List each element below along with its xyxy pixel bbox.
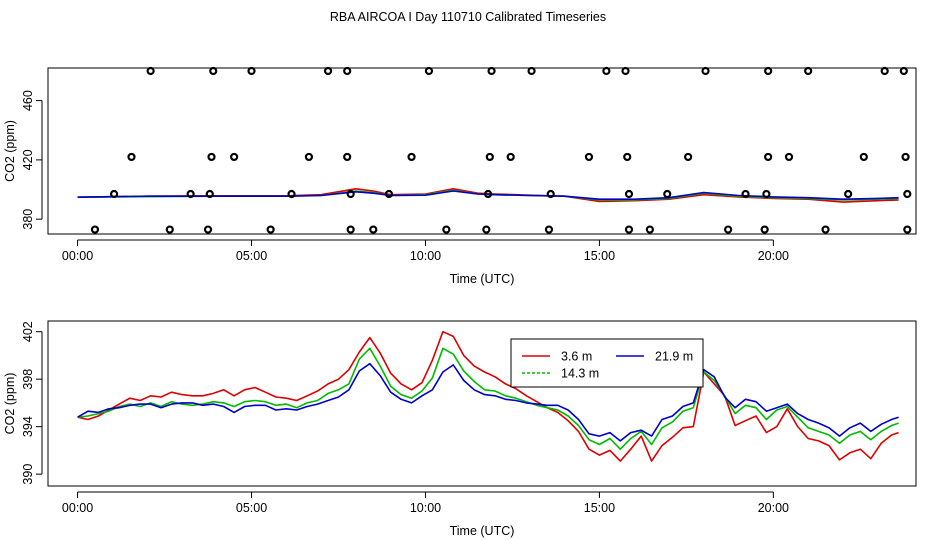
calibration-point bbox=[741, 189, 750, 199]
calibration-point bbox=[760, 225, 769, 234]
calibration-point bbox=[821, 225, 830, 234]
series-line-143m bbox=[77, 347, 899, 451]
calibration-point bbox=[901, 152, 910, 162]
x-tick-label: 10:00 bbox=[410, 249, 441, 263]
y-tick-label: 420 bbox=[21, 149, 35, 170]
legend: 3.6 m 14.3 m 21.9 m bbox=[510, 338, 704, 388]
series-group bbox=[77, 330, 899, 462]
calibration-point bbox=[764, 152, 773, 162]
calibration-point bbox=[203, 225, 213, 234]
calibration-point bbox=[407, 152, 416, 162]
plot-frame bbox=[47, 67, 917, 235]
calibration-point bbox=[621, 66, 630, 76]
calibration-point bbox=[527, 66, 536, 76]
calibration-point bbox=[724, 225, 733, 234]
legend-label: 21.9 m bbox=[655, 350, 693, 364]
calibration-point bbox=[384, 189, 394, 199]
calibration-point bbox=[903, 189, 912, 199]
calibration-point bbox=[369, 225, 378, 234]
calibration-point bbox=[424, 66, 434, 76]
calibration-point bbox=[544, 225, 554, 234]
calibration-point bbox=[645, 225, 654, 234]
calibration-point bbox=[584, 152, 594, 162]
calibration-point bbox=[186, 189, 195, 199]
calibration-point bbox=[804, 66, 813, 76]
x-tick-label: 00:00 bbox=[62, 249, 93, 263]
legend-label: 14.3 m bbox=[561, 367, 599, 381]
calibration-point bbox=[287, 189, 296, 199]
calibration-point bbox=[844, 189, 853, 199]
calibration-point bbox=[127, 152, 136, 162]
y-tick-label: 398 bbox=[21, 369, 35, 390]
calibration-point bbox=[859, 152, 868, 162]
legend-box bbox=[510, 338, 704, 388]
calibration-point bbox=[230, 152, 239, 162]
calibration-point bbox=[624, 189, 634, 199]
calibration-point bbox=[483, 189, 493, 199]
y-tick-label: 380 bbox=[21, 209, 35, 230]
calibration-point bbox=[487, 66, 496, 76]
x-tick-label: 10:00 bbox=[410, 501, 441, 515]
x-axis-label: Time (UTC) bbox=[450, 524, 515, 538]
y-tick-label: 390 bbox=[21, 464, 35, 485]
series-line-36m bbox=[77, 330, 899, 462]
calibration-point bbox=[110, 189, 119, 199]
calibration-point bbox=[482, 225, 491, 234]
series-group bbox=[77, 188, 899, 203]
calibration-point bbox=[266, 225, 275, 234]
calibration-point bbox=[209, 66, 218, 76]
x-tick-label: 00:00 bbox=[62, 501, 93, 515]
chart-title: RBA AIRCOA I Day 110710 Calibrated Times… bbox=[330, 10, 606, 24]
calibration-point bbox=[623, 152, 632, 162]
calibration-point bbox=[506, 152, 515, 162]
x-tick-label: 20:00 bbox=[758, 249, 789, 263]
calibration-point bbox=[90, 225, 100, 234]
y-tick-label: 402 bbox=[21, 321, 35, 342]
series-line-219m bbox=[77, 362, 899, 442]
y-tick-label: 460 bbox=[21, 90, 35, 111]
calibration-point bbox=[663, 189, 672, 199]
x-tick-label: 15:00 bbox=[584, 501, 615, 515]
calibration-point bbox=[343, 66, 352, 76]
calibration-point bbox=[762, 189, 771, 199]
calibration-point bbox=[247, 66, 256, 76]
calibration-point bbox=[899, 66, 908, 76]
x-tick-label: 15:00 bbox=[584, 249, 615, 263]
y-axis-label: CO2 (ppm) bbox=[3, 373, 17, 435]
calibration-point bbox=[701, 66, 710, 76]
calibration-point bbox=[207, 152, 216, 162]
x-axis-label: Time (UTC) bbox=[450, 272, 515, 286]
x-tick-label: 05:00 bbox=[236, 249, 267, 263]
calibration-point bbox=[485, 152, 494, 162]
calibration-point bbox=[165, 225, 174, 234]
plot-frame bbox=[47, 320, 917, 487]
calibration-point bbox=[764, 66, 773, 76]
calibration-point bbox=[442, 225, 451, 234]
x-tick-label: 05:00 bbox=[236, 501, 267, 515]
calibration-point bbox=[205, 189, 214, 199]
calibration-point bbox=[602, 66, 611, 76]
calibration-point bbox=[343, 152, 352, 162]
y-tick-label: 394 bbox=[21, 416, 35, 437]
calibration-point bbox=[684, 152, 693, 162]
calibration-point bbox=[546, 189, 555, 199]
calibration-point bbox=[880, 66, 889, 76]
panel-bottom: 00:00 05:00 10:00 15:00 20:00 Time (UTC) 390 39… bbox=[3, 320, 917, 538]
calibration-point bbox=[346, 225, 355, 234]
x-tick-label: 20:00 bbox=[758, 501, 789, 515]
calibration-point bbox=[784, 152, 794, 162]
y-axis-label: CO2 (ppm) bbox=[3, 120, 17, 182]
calibration-point bbox=[304, 152, 314, 162]
calibration-point bbox=[346, 189, 355, 199]
series-line-219m bbox=[77, 190, 899, 200]
panel-top: 00:00 05:00 10:00 15:00 20:00 Time (UTC) 380 42… bbox=[3, 66, 917, 286]
calibration-point bbox=[323, 66, 333, 76]
legend-label: 3.6 m bbox=[561, 350, 592, 364]
calibration-point bbox=[146, 66, 155, 76]
calibration-point bbox=[903, 225, 912, 234]
calibration-point bbox=[624, 225, 634, 234]
